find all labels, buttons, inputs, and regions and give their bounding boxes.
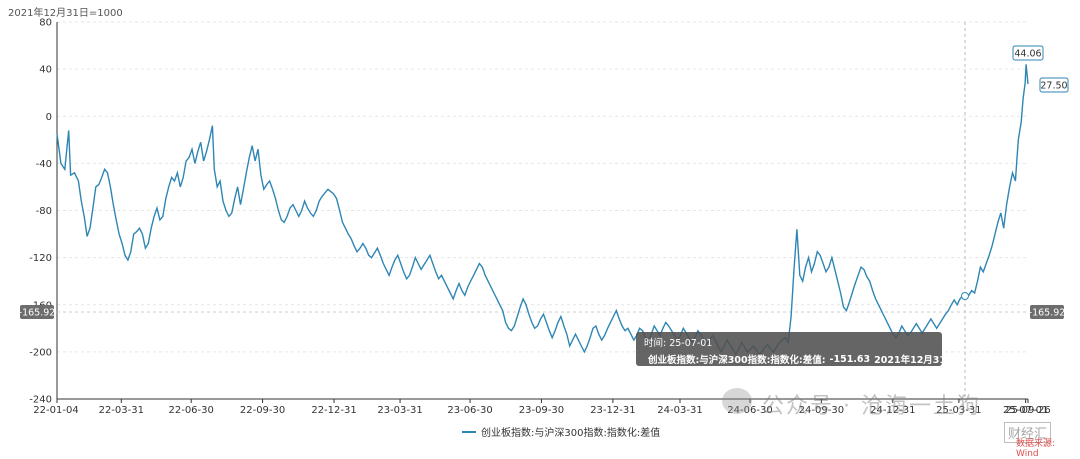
tooltip-date: 时间: 25-07-01	[644, 338, 713, 349]
series-line	[56, 64, 1029, 356]
watermark-text: 公众号 · 沧海一土狗	[762, 394, 981, 419]
x-tick-label: 22-01-04	[33, 405, 78, 416]
wechat-icon	[722, 388, 752, 414]
crosshair-value-right: -165.92	[1029, 308, 1066, 319]
crosshair-value-left: -165.92	[19, 308, 56, 319]
legend-label: 创业板指数:与沪深300指数:指数化:差值	[481, 428, 661, 439]
y-tick-label: 80	[39, 18, 52, 29]
x-tick-label: 24-12-31	[870, 405, 915, 416]
x-tick-label: 23-12-31	[590, 405, 635, 416]
tooltip-row: 创业板指数:与沪深300指数:指数化:差值: -151.63 2021年12月3…	[644, 352, 990, 367]
x-tick-label: 24-09-30	[799, 405, 844, 416]
x-axis-ticks: 22-01-04 22-03-31 22-06-30 22-09-30 22-12-31…	[33, 399, 1051, 416]
max-value-flag-box	[1012, 45, 1044, 61]
x-tick-label: 23-09-30	[519, 405, 564, 416]
tooltip-series-label: 创业板指数:与沪深300指数:指数化:差值:	[648, 355, 826, 366]
x-tick-label: 22-06-30	[168, 405, 213, 416]
tooltip-base-note: 2021年12月31日=1000	[874, 355, 990, 366]
data-source: 数据来源: Wind	[1016, 439, 1056, 459]
y-tick-label: -40	[36, 159, 52, 170]
last-value-flag: 27.50	[1040, 81, 1067, 92]
x-tick-label: 24-06-30	[727, 405, 772, 416]
y-tick-label: 0	[46, 112, 52, 123]
last-value-flag-box	[1039, 77, 1069, 93]
x-tick-label: 25-09-26	[1005, 405, 1050, 416]
x-tick-label: 22-03-31	[99, 405, 144, 416]
y-tick-label: -80	[36, 206, 52, 217]
hover-point	[961, 292, 969, 300]
y-tick-label: -120	[29, 253, 52, 264]
x-tick-label: 23-06-30	[447, 405, 492, 416]
crosshair-value-right-box	[1030, 305, 1064, 319]
x-tick-label: 24-03-31	[657, 405, 702, 416]
unit-label: 2021年12月31日=1000	[8, 8, 123, 19]
x-tick-label: 22-09-30	[240, 405, 285, 416]
brand-logo: 财经汇	[1004, 422, 1052, 443]
legend-swatch	[462, 430, 476, 433]
tooltip: 时间: 25-07-01 创业板指数:与沪深300指数:指数化:差值: -151…	[636, 332, 990, 367]
grid-lines	[56, 21, 1028, 400]
x-tick-label: 22-12-31	[311, 405, 356, 416]
y-tick-label: -200	[29, 347, 52, 358]
y-tick-label: 40	[39, 65, 52, 76]
x-tick-label: 25-03-31	[936, 405, 981, 416]
legend[interactable]: 创业板指数:与沪深300指数:指数化:差值	[462, 424, 660, 439]
y-tick-label: -240	[29, 395, 52, 406]
x-tick-label: 25-07-01	[1003, 405, 1048, 416]
value-markers: 44.06 27.50 -165.92 -165.92	[19, 45, 1069, 319]
tooltip-value: -151.63	[829, 353, 871, 365]
crosshair-value-left-box	[20, 305, 54, 319]
max-value-flag: 44.06	[1014, 49, 1041, 60]
x-tick-label: 23-03-31	[377, 405, 422, 416]
